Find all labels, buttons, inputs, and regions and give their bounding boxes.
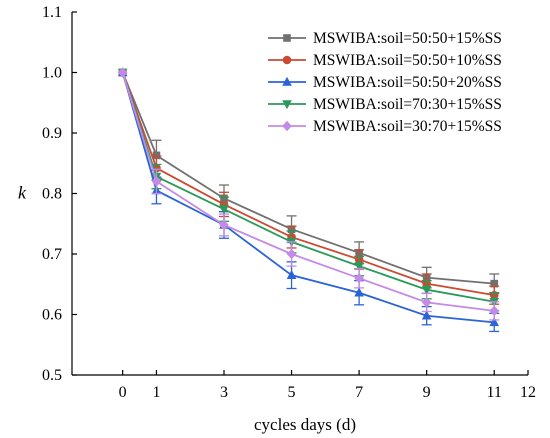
data-point: [421, 285, 432, 295]
legend-label: MSWIBA:soil=30:70+15%SS: [313, 118, 502, 135]
legend-label: MSWIBA:soil=70:30+15%SS: [313, 96, 502, 113]
data-point: [282, 76, 292, 86]
data-point: [283, 34, 291, 42]
legend-item: MSWIBA:soil=50:50+15%SS: [268, 30, 502, 47]
legend-item: MSWIBA:soil=50:50+20%SS: [268, 74, 502, 91]
data-point: [219, 219, 229, 231]
legend-label: MSWIBA:soil=50:50+20%SS: [313, 74, 502, 91]
y-tick-label: 0.6: [42, 307, 62, 324]
legend: MSWIBA:soil=50:50+15%SS MSWIBA:soil=50:50…: [268, 30, 502, 135]
x-tick-label: 5: [288, 384, 296, 401]
legend-label: MSWIBA:soil=50:50+15%SS: [313, 30, 502, 47]
x-tick-label: 1: [152, 384, 160, 401]
y-tick-label: 0.8: [42, 186, 62, 203]
legend-item: MSWIBA:soil=30:70+15%SS: [268, 118, 502, 135]
x-tick-label: 12: [520, 384, 536, 401]
y-tick-label: 1.0: [42, 65, 62, 82]
data-point: [282, 55, 292, 65]
y-tick-label: 0.5: [42, 367, 62, 384]
y-tick-label: 1.1: [42, 4, 62, 21]
data-point: [489, 305, 500, 317]
data-point: [489, 317, 500, 327]
series: [117, 67, 500, 321]
y-axis-label: k: [18, 183, 27, 203]
x-axis-label: cycles days (d): [254, 415, 356, 434]
data-point: [286, 269, 297, 279]
series-group: [117, 67, 500, 333]
data-point: [282, 100, 292, 110]
x-ticks: 0 1 3 5 7 9 11 12: [119, 370, 536, 401]
data-point: [151, 176, 162, 187]
data-point: [219, 205, 229, 215]
x-tick-label: 11: [487, 384, 502, 401]
x-tick-label: 7: [355, 384, 363, 401]
legend-label: MSWIBA:soil=50:50+10%SS: [313, 52, 502, 69]
y-ticks: 0.5 0.6 0.7 0.8 0.9 1.0 1.1: [42, 4, 77, 384]
legend-item: MSWIBA:soil=50:50+10%SS: [268, 52, 502, 69]
x-tick-label: 3: [220, 384, 228, 401]
data-point: [354, 272, 364, 284]
x-tick-label: 9: [423, 384, 431, 401]
x-tick-label: 0: [119, 384, 127, 401]
y-tick-label: 0.9: [42, 125, 62, 142]
data-point: [490, 279, 499, 288]
legend-item: MSWIBA:soil=70:30+15%SS: [268, 96, 502, 113]
data-point: [117, 67, 128, 78]
data-point: [286, 248, 297, 260]
data-point: [421, 310, 432, 320]
data-point: [421, 297, 432, 308]
data-point: [354, 287, 364, 297]
data-point: [282, 120, 292, 132]
data-point: [354, 262, 364, 272]
y-tick-label: 0.7: [42, 246, 62, 263]
